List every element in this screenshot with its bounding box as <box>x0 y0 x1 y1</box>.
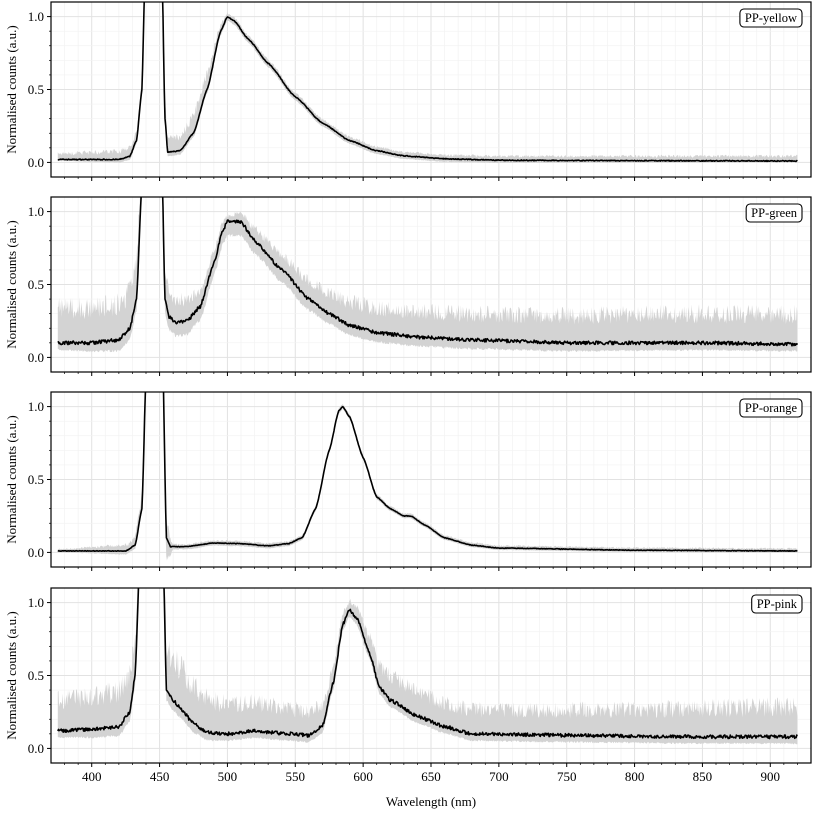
x-tick-label: 650 <box>421 769 441 784</box>
std-band-pp-pink <box>57 588 798 745</box>
y-tick-label: 0.5 <box>28 82 44 97</box>
x-tick-label: 750 <box>557 769 577 784</box>
legend-box <box>745 203 803 223</box>
y-axis-label: Normalised counts (a.u.) <box>4 25 19 154</box>
y-tick-label: 0.0 <box>28 741 44 756</box>
x-tick-label: 600 <box>353 769 373 784</box>
panel-pp-green: 0.0 0.5 1.0 Normalised counts (a.u.) PP-gree… <box>4 196 812 376</box>
mean-line-pp-pink <box>57 588 799 740</box>
x-axis-label: Wavelength (nm) <box>386 794 476 809</box>
y-tick-label: 0.0 <box>28 545 44 560</box>
x-tick-label: 400 <box>82 769 102 784</box>
series-group <box>57 2 798 164</box>
x-tick-label: 700 <box>489 769 509 784</box>
x-tick-label: 500 <box>218 769 238 784</box>
legend: PP-yellow <box>739 8 803 28</box>
y-axis-label: Normalised counts (a.u.) <box>4 415 19 544</box>
mean-line-pp-yellow <box>57 2 798 163</box>
series-group <box>57 588 799 745</box>
mean-line-pp-green <box>57 197 799 347</box>
grid <box>51 391 811 568</box>
legend-label: PP-orange <box>745 401 798 415</box>
x-tick-label: 900 <box>761 769 781 784</box>
y-tick-label: 1.0 <box>28 595 44 610</box>
y-tick-label: 0.0 <box>28 350 44 365</box>
legend-box <box>739 8 803 28</box>
x-tick-label: 850 <box>693 769 713 784</box>
legend-box <box>751 594 803 614</box>
std-band-pp-green <box>57 197 798 353</box>
mean-line-pp-orange <box>57 392 798 552</box>
y-tick-label: 0.5 <box>28 277 44 292</box>
y-tick-label: 1.0 <box>28 204 44 219</box>
y-tick-label: 1.0 <box>28 399 44 414</box>
y-tick-label: 1.0 <box>28 9 44 24</box>
panel-pp-pink: 0.0 0.5 1.0 400 450 500 550 600 650 700 750 800 850 9… <box>4 587 812 784</box>
x-tick-label: 550 <box>286 769 306 784</box>
series-group <box>57 197 799 353</box>
legend-box <box>739 398 803 418</box>
y-tick-label: 0.5 <box>28 472 44 487</box>
legend: PP-pink <box>751 594 803 614</box>
y-axis-label: Normalised counts (a.u.) <box>4 220 19 349</box>
x-tick-label: 450 <box>150 769 170 784</box>
std-band-pp-yellow <box>57 2 798 164</box>
legend: PP-green <box>745 203 803 223</box>
y-tick-label: 0.5 <box>28 668 44 683</box>
legend-label: PP-green <box>751 206 798 220</box>
x-tick-label: 800 <box>625 769 645 784</box>
legend: PP-orange <box>739 398 803 418</box>
panel-pp-yellow: 0.0 0.5 1.0 Normalised counts (a.u.) PP-yell… <box>4 1 812 181</box>
y-tick-label: 0.0 <box>28 155 44 170</box>
legend-label: PP-pink <box>757 597 798 611</box>
series-group <box>57 392 798 561</box>
y-axis-label: Normalised counts (a.u.) <box>4 611 19 740</box>
panel-pp-orange: 0.0 0.5 1.0 Normalised counts (a.u.) PP-oran… <box>4 391 812 571</box>
legend-label: PP-yellow <box>745 11 797 25</box>
